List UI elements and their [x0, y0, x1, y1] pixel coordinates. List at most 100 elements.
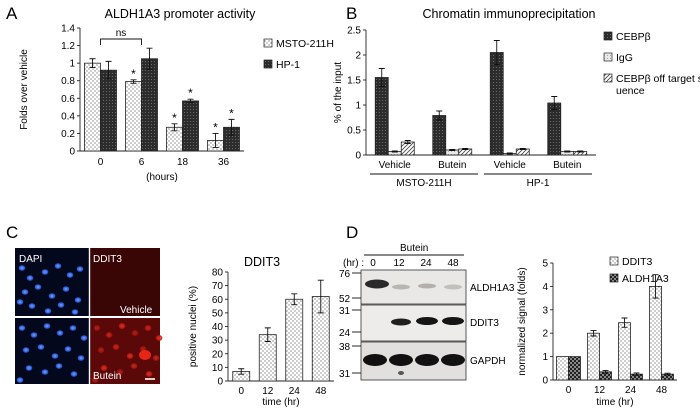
blot-treatment-label: Butein	[400, 243, 428, 254]
nucleus-dapi	[26, 275, 34, 281]
error-bar	[228, 118, 235, 136]
ns-label: ns	[116, 28, 127, 39]
y-tick-label: 4	[542, 282, 548, 293]
band-aldh1a3-48	[444, 284, 462, 290]
y-tick-label: 20	[212, 349, 224, 360]
significance-star: *	[172, 111, 177, 125]
marker-38: 38	[339, 342, 351, 353]
y-tick-label: 0	[542, 376, 548, 387]
legend-label-msto-211h: MSTO-211H	[276, 38, 334, 50]
nucleus-ddit3	[105, 332, 113, 338]
band-aldh1a3-24	[418, 283, 436, 289]
group-label-msto: MSTO-211H	[396, 178, 451, 189]
bar-aldh1a3-0	[568, 356, 581, 381]
y-tick-label: 1.2	[61, 41, 75, 52]
nucleus-ddit3	[112, 344, 120, 350]
western-blot: Butein (hr) : 0 12 24 48 76 52 31 24 3	[339, 243, 515, 381]
nucleus-ddit3	[139, 350, 151, 360]
x-tick-label: Butein	[553, 160, 581, 171]
error-bar	[130, 79, 137, 84]
nucleus-dapi	[34, 284, 42, 290]
error-bar	[462, 148, 469, 150]
marker-31-lower: 31	[339, 369, 351, 380]
legend-swatch-hp-1	[263, 59, 273, 69]
y-tick-label: 2	[355, 51, 361, 62]
nuclei-dots	[16, 263, 163, 383]
blot-lane-0: 0	[370, 258, 376, 269]
legend-label-cebp-off-target-sequence: uence	[616, 85, 645, 97]
error-bar	[664, 372, 671, 376]
microscopy-panel: DAPI DDIT3 Vehicle Butein	[15, 248, 163, 384]
error-bar	[89, 58, 96, 68]
nucleus-dapi	[64, 346, 72, 352]
band-ddit3-24	[416, 317, 438, 325]
bar-ddit3-48	[649, 285, 662, 381]
nucleus-dapi	[62, 286, 70, 292]
y-tick-label: 3	[542, 305, 548, 316]
significance-star: *	[229, 106, 234, 120]
blot-lane-12: 12	[393, 258, 405, 269]
nucleus-dapi	[71, 309, 79, 315]
legend-swatch-aldh1a3	[609, 273, 619, 283]
legend-swatch-cebp-off-target-sequence	[603, 73, 613, 83]
y-tick-label: 0.4	[61, 111, 75, 122]
band-aldh1a3-12	[392, 284, 410, 290]
nucleus-ddit3	[100, 365, 108, 371]
butein-image-label: Butein	[93, 371, 121, 382]
bar-msto-211h-0	[84, 62, 101, 152]
y-tick-label: 80	[212, 268, 224, 279]
y-tick-label: 0.2	[61, 129, 75, 140]
nucleus-dapi	[18, 325, 26, 331]
blot-lane-24: 24	[420, 258, 432, 269]
x-tick-label: Butein	[438, 160, 466, 171]
bar-ddit3-0	[556, 356, 569, 381]
nucleus-dapi	[70, 371, 78, 377]
nucleus-dapi	[43, 323, 51, 329]
nucleus-dapi	[18, 265, 26, 271]
x-tick-label: Vehicle	[379, 160, 412, 171]
group-label-hp1: HP-1	[527, 178, 550, 189]
legend-swatch-ddit3	[609, 256, 619, 266]
bar-hp-1-18	[182, 100, 199, 152]
band-aldh1a3-0	[365, 279, 389, 289]
y-tick-label: 2	[542, 329, 548, 340]
band-gapdh-48	[441, 354, 465, 366]
band-label-ddit3: DDIT3	[470, 318, 499, 329]
nucleus-ddit3	[97, 347, 105, 353]
y-tick-label: 5	[542, 259, 548, 270]
bar-value-24	[285, 298, 304, 382]
band-ddit3-48	[442, 317, 464, 325]
band-label-aldh1a3: ALDH1A3	[470, 283, 515, 294]
x-tick-label: 12	[262, 386, 274, 397]
y-tick-label: 0	[217, 377, 223, 388]
nucleus-dapi	[22, 347, 30, 353]
error-bar	[264, 327, 271, 342]
vehicle-image-label: Vehicle	[120, 305, 153, 316]
x-tick-label: 12	[594, 385, 606, 396]
error-bar	[105, 60, 112, 80]
x-tick-label: 0	[98, 157, 104, 168]
y-tick-label: 30	[212, 336, 224, 347]
error-bar	[577, 150, 584, 153]
error-bar	[564, 150, 571, 153]
nucleus-dapi	[28, 303, 36, 309]
legend-label-cebp: CEBPβ	[616, 31, 651, 43]
nucleus-dapi	[16, 377, 24, 383]
nucleus-ddit3	[131, 330, 139, 336]
nucleus-dapi	[66, 272, 74, 278]
nucleus-ddit3	[155, 335, 163, 341]
panel-letter-c: C	[6, 223, 18, 242]
x-tick-label: 18	[177, 157, 189, 168]
error-bar	[551, 96, 558, 110]
nucleus-ddit3	[126, 353, 134, 359]
ddit3-image-label: DDIT3	[93, 254, 122, 265]
y-tick-label: 50	[212, 308, 224, 319]
chart-promoter-activity: ALDH1A3 promoter activity 0 0.2 0.4 0.6 0.8 1 1…	[19, 7, 334, 183]
bar-cebp-vehicle	[489, 52, 504, 156]
nucleus-ddit3	[91, 377, 99, 383]
legend-swatch-igg	[603, 52, 613, 62]
y-axis-label: Folds over vehicle	[19, 49, 30, 130]
significance-star: *	[213, 120, 218, 134]
chart-title: ALDH1A3 promoter activity	[105, 7, 257, 21]
error-bar	[590, 329, 597, 337]
